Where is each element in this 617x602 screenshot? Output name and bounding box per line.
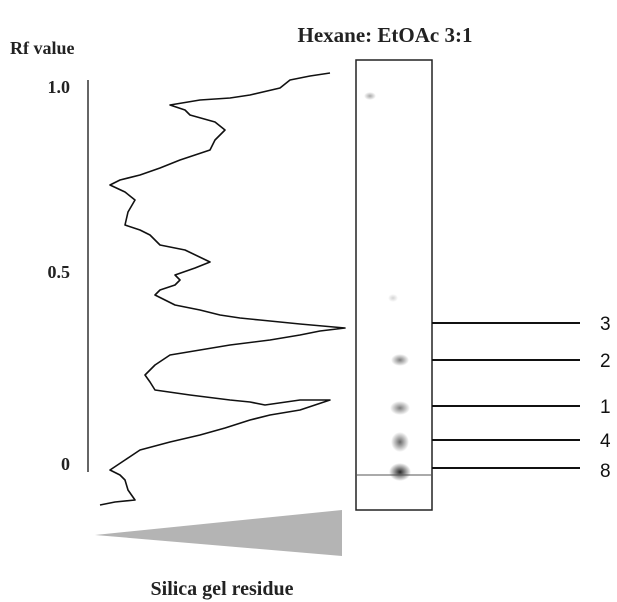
band-label: 3 — [600, 314, 611, 335]
spot — [391, 354, 409, 366]
band-label: 2 — [600, 351, 611, 372]
band-label: 1 — [600, 397, 611, 418]
tick-label: 0.5 — [48, 262, 71, 282]
band-label: 4 — [600, 431, 611, 452]
tick-label: 0 — [61, 454, 70, 474]
spot — [364, 92, 376, 100]
axis-label: Rf value — [10, 38, 75, 58]
tick-label: 1.0 — [48, 77, 71, 97]
spot — [390, 401, 410, 415]
title: Hexane: EtOAc 3:1 — [298, 23, 473, 47]
figure: Hexane: EtOAc 3:1 Rf value 1.0 0.5 0 3 2… — [0, 0, 617, 602]
band-lines — [432, 323, 580, 468]
footer-label: Silica gel residue — [151, 578, 294, 600]
spot — [389, 463, 411, 481]
gradient-wedge — [95, 510, 342, 556]
spot — [388, 294, 398, 302]
density-trace — [100, 73, 345, 505]
spot — [391, 432, 409, 452]
band-label: 8 — [600, 461, 611, 482]
